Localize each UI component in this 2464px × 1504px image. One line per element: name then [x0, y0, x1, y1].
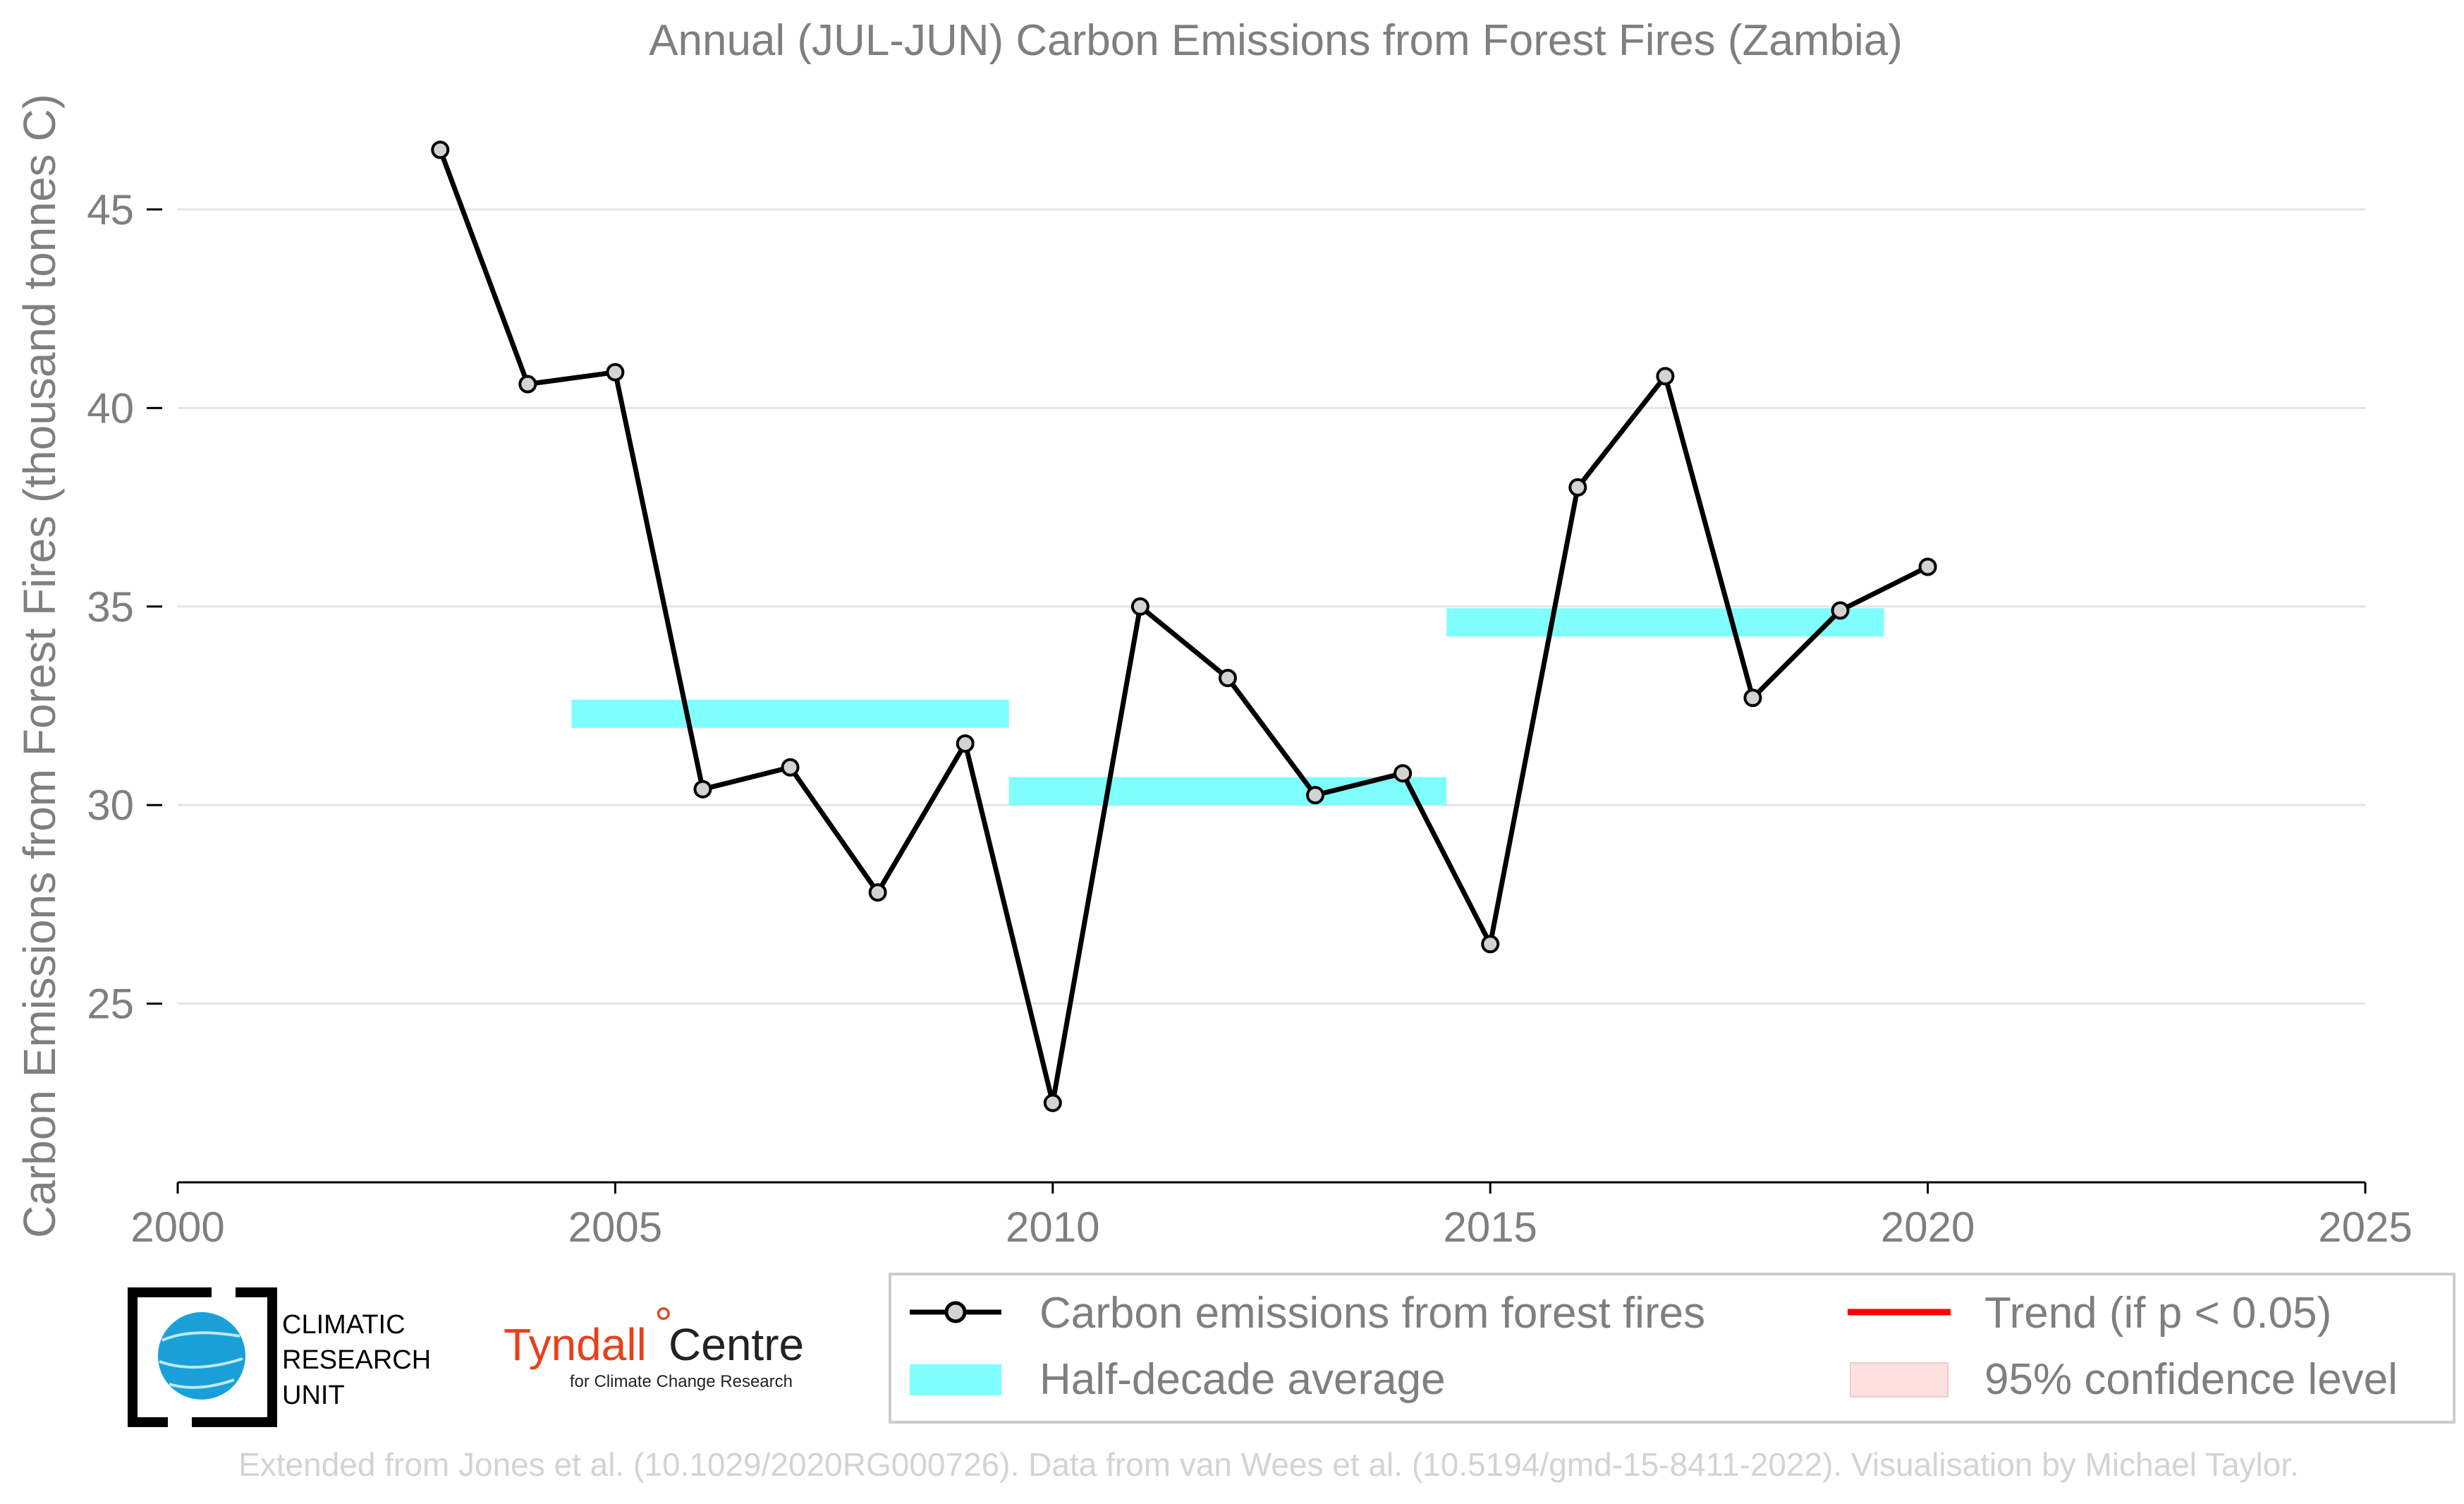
- cru-logo: CLIMATIC RESEARCH UNIT: [128, 1282, 431, 1432]
- grid-lines: [178, 208, 2365, 1005]
- data-point: [1043, 1093, 1062, 1112]
- data-series: [431, 140, 1937, 1112]
- data-point: [1481, 935, 1500, 954]
- legend-label-average: Half-decade average: [1039, 1355, 1446, 1404]
- data-point: [1831, 601, 1850, 620]
- tyndall-logo-degree: °: [654, 1298, 673, 1349]
- half-decade-bands: [571, 608, 1884, 806]
- data-point: [1130, 597, 1149, 616]
- legend-frame: [889, 1273, 2456, 1424]
- x-tick-label: 2010: [1006, 1203, 1099, 1251]
- data-point: [781, 758, 800, 777]
- legend-marker-swatch: [944, 1301, 967, 1323]
- data-point: [1393, 764, 1413, 783]
- y-axis: 25 30 35 40 45: [87, 186, 162, 1028]
- cru-logo-frame: [128, 1287, 277, 1427]
- y-tick-label: 30: [87, 782, 134, 829]
- y-tick-label: 35: [87, 583, 134, 631]
- series-line: [437, 149, 1929, 1105]
- data-point: [1568, 478, 1587, 497]
- legend-average-swatch: [910, 1364, 1001, 1395]
- tyndall-logo-name: Tyndall: [504, 1319, 647, 1370]
- globe-contours: [159, 1331, 243, 1389]
- legend-label-emissions: Carbon emissions from forest fires: [1039, 1289, 1705, 1338]
- y-axis-label: Carbon Emissions from Forest Fires (thou…: [14, 94, 65, 1238]
- x-tick-label: 2005: [568, 1203, 662, 1251]
- cru-logo-gap: [212, 1282, 236, 1299]
- x-axis: 2000 2005 2010 2015 2020 2025: [130, 1181, 2413, 1251]
- tyndall-logo: Tyndall ° Centre for Climate Change Rese…: [504, 1298, 804, 1391]
- chart-title: Annual (JUL-JUN) Carbon Emissions from F…: [649, 16, 1903, 65]
- x-tick-label: 2020: [1881, 1203, 1975, 1251]
- data-point: [1656, 367, 1675, 386]
- legend: Carbon emissions from forest fires Trend…: [889, 1273, 2456, 1424]
- legend-label-confidence: 95% confidence level: [1984, 1355, 2398, 1404]
- y-tick-label: 25: [87, 981, 134, 1028]
- cru-logo-line-1: CLIMATIC: [282, 1310, 405, 1340]
- cru-logo-line-2: RESEARCH: [282, 1345, 431, 1375]
- x-tick-label: 2025: [2318, 1203, 2412, 1251]
- data-point: [1306, 786, 1325, 805]
- x-tick-label: 2000: [130, 1203, 224, 1251]
- data-point: [518, 375, 537, 394]
- y-tick-label: 40: [87, 384, 134, 432]
- y-tick-label: 45: [87, 186, 134, 234]
- legend-confidence-swatch: [1850, 1362, 1948, 1397]
- half-decade-band: [571, 699, 1009, 728]
- cru-logo-gap: [168, 1415, 192, 1432]
- data-point: [1218, 669, 1237, 688]
- data-point: [1743, 689, 1762, 708]
- credit-line: Extended from Jones et al. (10.1029/2020…: [238, 1446, 2299, 1483]
- data-point: [431, 140, 450, 159]
- half-decade-band: [1446, 608, 1884, 637]
- data-point: [693, 780, 712, 799]
- data-point: [956, 734, 975, 753]
- cru-logo-line-3: UNIT: [282, 1381, 345, 1410]
- legend-label-trend: Trend (if p < 0.05): [1984, 1289, 2331, 1338]
- tyndall-logo-subtitle: for Climate Change Research: [570, 1372, 793, 1391]
- data-point: [606, 363, 625, 382]
- tyndall-logo-centre: Centre: [669, 1319, 804, 1370]
- data-point: [868, 883, 887, 902]
- x-tick-label: 2015: [1443, 1203, 1537, 1251]
- data-point: [1918, 557, 1937, 576]
